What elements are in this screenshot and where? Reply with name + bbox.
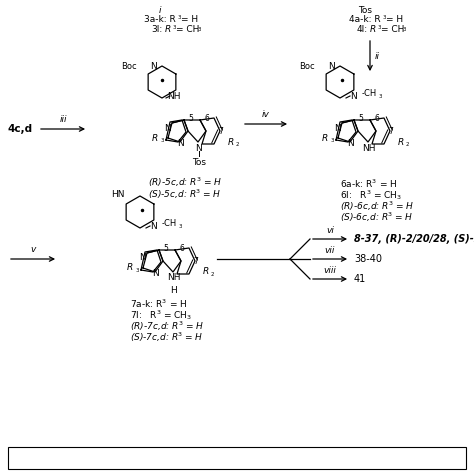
Text: 7a-k: R$^3$ = H: 7a-k: R$^3$ = H [130,298,187,310]
Text: 6: 6 [374,113,380,122]
Text: -CH: -CH [362,89,377,98]
Text: N: N [164,124,172,133]
Text: $^2$: $^2$ [210,272,215,281]
Text: ii: ii [375,52,380,61]
Text: 4l:: 4l: [356,25,367,34]
Text: 7: 7 [193,256,199,265]
Text: NH: NH [362,144,376,153]
Text: 7: 7 [389,127,393,136]
Text: = H: = H [181,15,198,24]
Text: $_3$: $_3$ [378,91,383,100]
Text: 38-40: 38-40 [354,254,382,264]
Text: $^2$: $^2$ [405,142,410,151]
Text: 4a-k: R: 4a-k: R [349,15,381,24]
Text: 5: 5 [164,244,168,253]
Text: $^3$: $^3$ [382,15,387,24]
Text: HN: HN [111,190,125,199]
Text: 6l:   R$^3$ = CH$_3$: 6l: R$^3$ = CH$_3$ [340,188,402,202]
Text: R: R [203,267,209,276]
Text: (S)-6c,d: R$^3$ = H: (S)-6c,d: R$^3$ = H [340,210,413,224]
Text: NH: NH [167,273,181,283]
Text: NH: NH [167,91,181,100]
Text: 6a-k: R$^3$ = H: 6a-k: R$^3$ = H [340,178,397,190]
Text: vii: vii [325,246,335,255]
Text: = CH: = CH [381,25,404,34]
Text: N: N [150,62,157,71]
Text: N: N [347,138,355,147]
Text: (S)-7c,d: R$^3$ = H: (S)-7c,d: R$^3$ = H [130,330,203,344]
Text: 4c,d: 4c,d [8,124,33,134]
Text: N: N [140,254,146,263]
Text: R: R [322,134,328,143]
Text: viii: viii [324,266,337,275]
Text: 41: 41 [354,274,366,284]
Text: $^3$: $^3$ [177,15,182,24]
Text: $^2$: $^2$ [235,142,240,151]
Text: 8-37, (R)-2/20/28, (S)-2/20: 8-37, (R)-2/20/28, (S)-2/20 [354,234,474,244]
Text: = H: = H [386,15,403,24]
Text: N: N [178,138,184,147]
Text: R: R [370,25,376,34]
Text: (S)-5c,d: R$^3$ = H: (S)-5c,d: R$^3$ = H [148,187,222,201]
Text: $_3$: $_3$ [197,25,202,34]
Text: $^3$: $^3$ [135,267,140,276]
Text: (R)-7c,d: R$^3$ = H: (R)-7c,d: R$^3$ = H [130,319,204,333]
Text: $^3$: $^3$ [172,25,177,34]
Text: N: N [196,144,202,153]
Text: 3l:: 3l: [151,25,163,34]
Text: R: R [127,264,133,273]
Text: 5: 5 [189,113,193,122]
Text: i: i [159,6,161,15]
Text: N: N [328,62,335,71]
Text: N: N [153,268,159,277]
Text: (R)-5c,d: R$^3$ = H: (R)-5c,d: R$^3$ = H [148,175,222,189]
Text: $^3$: $^3$ [330,137,335,146]
Text: 7l:   R$^3$ = CH$_3$: 7l: R$^3$ = CH$_3$ [130,308,192,322]
Text: H: H [171,286,177,295]
Text: = CH: = CH [176,25,200,34]
Text: (R)-6c,d: R$^3$ = H: (R)-6c,d: R$^3$ = H [340,199,414,213]
Text: Tos: Tos [358,6,372,15]
Text: $_3$: $_3$ [402,25,407,34]
Text: 5: 5 [358,113,364,122]
Text: 6: 6 [180,244,184,253]
Text: iv: iv [262,110,270,119]
Text: N: N [335,124,341,133]
Text: v: v [30,245,36,254]
Text: Boc: Boc [300,62,315,71]
Text: iii: iii [59,115,67,124]
Text: vi: vi [326,226,334,235]
Text: N: N [151,221,157,230]
Text: Boc: Boc [121,62,137,71]
Text: $_3$: $_3$ [178,221,183,230]
Text: $^3$: $^3$ [377,25,382,34]
Text: $^3$: $^3$ [160,137,165,146]
Text: -CH: -CH [162,219,177,228]
Text: 6: 6 [205,113,210,122]
Text: R: R [398,137,404,146]
Text: R: R [152,134,158,143]
Text: 7: 7 [219,127,223,136]
Text: 3a-k: R: 3a-k: R [144,15,176,24]
Text: N: N [351,91,357,100]
Text: R: R [165,25,171,34]
Text: R: R [228,137,234,146]
FancyBboxPatch shape [8,447,466,469]
Text: Tos: Tos [192,158,206,167]
